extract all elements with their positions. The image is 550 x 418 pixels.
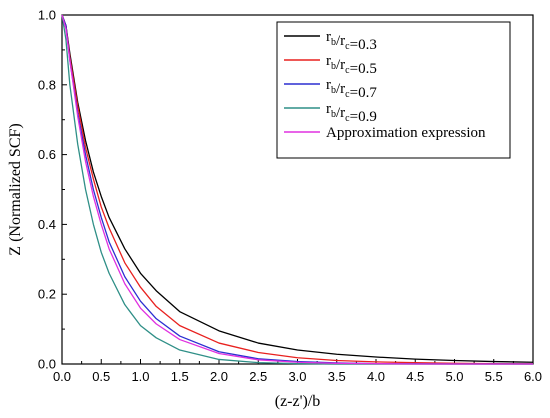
legend-label-part: r	[326, 53, 331, 69]
x-tick-label: 6.0	[524, 369, 542, 384]
x-tick-label: 0.5	[92, 369, 110, 384]
legend-label-subscript: c	[345, 89, 350, 100]
y-tick-label: 0.0	[38, 357, 56, 372]
legend-label-subscript: b	[331, 85, 336, 96]
legend-label-part: r	[326, 29, 331, 45]
legend-label-part: /r	[336, 81, 345, 97]
series-lines	[61, 14, 534, 365]
series-line-5	[61, 14, 533, 365]
legend-label-subscript: c	[345, 65, 350, 76]
series-line-1	[61, 14, 534, 363]
legend-label: rb/rc=0.9	[326, 101, 377, 125]
legend-label-subscript: b	[331, 61, 336, 72]
legend-label-part: =0.3	[350, 37, 377, 53]
x-tick-label: 3.5	[328, 369, 346, 384]
legend-label: rb/rc=0.5	[326, 53, 377, 77]
legend: rb/rc=0.3rb/rc=0.5rb/rc=0.7rb/rc=0.9Appr…	[276, 21, 511, 159]
legend-label-part: /r	[336, 57, 345, 73]
legend-label-subscript: b	[331, 109, 336, 120]
series-line-2	[61, 14, 534, 365]
x-tick-label: 4.0	[367, 369, 385, 384]
legend-box	[276, 21, 511, 159]
legend-label: rb/rc=0.7	[326, 77, 377, 101]
x-tick-label: 1.0	[131, 369, 149, 384]
x-tick-label: 5.0	[445, 369, 463, 384]
legend-label-part: =0.5	[350, 61, 377, 77]
x-tick-label: 1.5	[171, 369, 189, 384]
legend-label-part: =0.9	[350, 109, 377, 125]
legend-label-subscript: b	[331, 37, 336, 48]
legend-label-subscript: c	[345, 113, 350, 124]
x-tick-label: 2.0	[210, 369, 228, 384]
y-tick-label: 1.0	[38, 8, 56, 23]
legend-label-part: =0.7	[350, 85, 378, 101]
x-tick-label: 5.5	[485, 369, 503, 384]
x-tick-label: 4.5	[406, 369, 424, 384]
y-axis-ticks: 0.0 0.2 0.4 0.6 0.8 1.0	[38, 8, 67, 372]
y-tick-label: 0.2	[38, 287, 56, 302]
y-tick-label: 0.6	[38, 147, 56, 162]
x-tick-label: 0.0	[53, 369, 71, 384]
legend-label-part: r	[326, 77, 331, 93]
x-tick-label: 3.0	[288, 369, 306, 384]
legend-label-subscript: c	[345, 41, 350, 52]
legend-label-part: Approximation expression	[326, 125, 486, 141]
legend-label: rb/rc=0.3	[326, 29, 377, 53]
legend-label-part: /r	[336, 105, 345, 121]
legend-label-part: /r	[336, 33, 345, 49]
x-tick-label: 2.5	[249, 369, 267, 384]
y-tick-label: 0.4	[38, 217, 56, 232]
legend-label-part: r	[326, 101, 331, 117]
y-axis-title: Z (Normalized SCF)	[7, 123, 24, 255]
legend-label: Approximation expression	[326, 125, 486, 141]
x-axis-title: (z-z')/b	[275, 393, 321, 410]
y-tick-label: 0.8	[38, 77, 56, 92]
